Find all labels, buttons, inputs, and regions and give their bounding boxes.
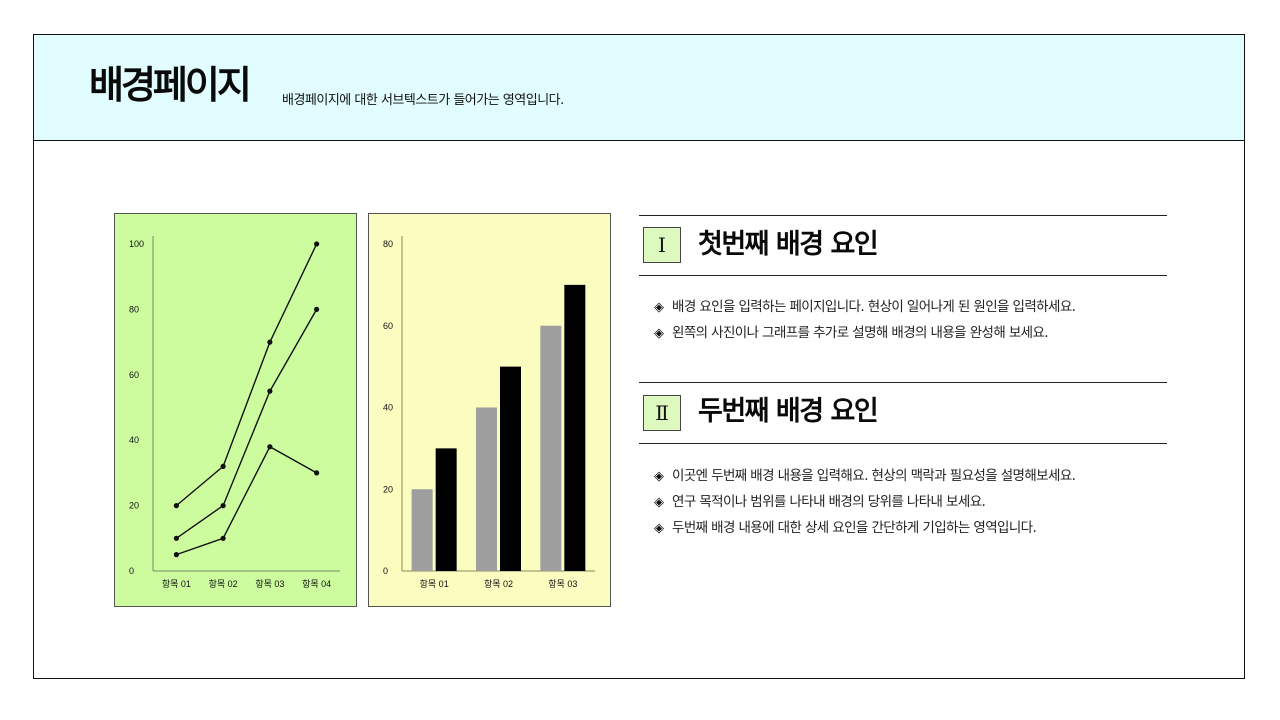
- data-point: [314, 470, 320, 476]
- bar-chart: 0 20 40 60 80 항목 01 항목 02 항목 03: [383, 236, 595, 589]
- data-point: [314, 306, 320, 312]
- data-point: [267, 444, 273, 450]
- y-tick-label: 0: [129, 566, 134, 576]
- section-2-top-rule: [639, 382, 1167, 383]
- page-title: 배경페이지: [89, 63, 252, 107]
- bullet-text: 배경 요인을 입력하는 페이지입니다. 현상이 일어나게 된 원인을 입력하세요…: [672, 299, 1076, 315]
- x-tick-label: 항목 03: [255, 579, 284, 589]
- data-point: [267, 388, 273, 394]
- section-1-top-rule: [639, 215, 1167, 216]
- bar: [540, 325, 562, 571]
- bar-chart-panel: 0 20 40 60 80 항목 01 항목 02 항목 03: [368, 213, 611, 607]
- section-2-number: Ⅱ: [643, 395, 681, 431]
- series-line: [175, 309, 318, 539]
- diamond-bullet-icon: ◈: [654, 469, 664, 484]
- bar: [500, 366, 521, 571]
- y-tick-label: 20: [383, 484, 393, 494]
- slide: 배경페이지 배경페이지에 대한 서브텍스트가 들어가는 영역입니다. 0 20 40…: [33, 34, 1245, 679]
- x-tick-label: 항목 01: [420, 579, 449, 589]
- series-line: [175, 243, 318, 507]
- diamond-bullet-icon: ◈: [654, 521, 664, 536]
- line-chart-panel: 0 20 40 60 80 100 항목 01 항목 02 항목 03 항목 04: [114, 213, 357, 607]
- y-tick-label: 80: [129, 304, 139, 314]
- bullet-text: 연구 목적이나 범위를 나타내 배경의 당위를 나타내 보세요.: [672, 494, 986, 510]
- list-item: ◈ 이곳엔 두번째 배경 내용을 입력해요. 현상의 맥락과 필요성을 설명해보세…: [654, 466, 1076, 492]
- section-1-bottom-rule: [639, 275, 1167, 276]
- diamond-bullet-icon: ◈: [654, 326, 664, 341]
- y-tick-label: 20: [129, 501, 139, 511]
- x-tick-label: 항목 04: [302, 579, 331, 589]
- page-subtitle: 배경페이지에 대한 서브텍스트가 들어가는 영역입니다.: [282, 93, 564, 108]
- bar: [411, 489, 433, 571]
- diamond-bullet-icon: ◈: [654, 300, 664, 315]
- y-tick-label: 100: [129, 239, 144, 249]
- x-tick-label: 항목 02: [209, 579, 238, 589]
- bar: [476, 407, 497, 571]
- section-2-title: 두번째 배경 요인: [698, 396, 879, 427]
- y-tick-label: 60: [383, 321, 393, 331]
- y-tick-label: 0: [383, 566, 388, 576]
- data-point: [220, 463, 226, 469]
- list-item: ◈ 배경 요인을 입력하는 페이지입니다. 현상이 일어나게 된 원인을 입력하세…: [654, 297, 1076, 323]
- bar: [435, 448, 457, 571]
- bullet-text: 두번째 배경 내용에 대한 상세 요인을 간단하게 기입하는 영역입니다.: [672, 520, 1037, 536]
- line-chart: 0 20 40 60 80 100 항목 01 항목 02 항목 03 항목 04: [129, 236, 340, 589]
- data-point: [220, 535, 226, 541]
- bullet-text: 왼쪽의 사진이나 그래프를 추가로 설명해 배경의 내용을 완성해 보세요.: [672, 325, 1049, 341]
- bullet-text: 이곳엔 두번째 배경 내용을 입력해요. 현상의 맥락과 필요성을 설명해보세요…: [672, 468, 1076, 484]
- header: 배경페이지 배경페이지에 대한 서브텍스트가 들어가는 영역입니다.: [34, 35, 1244, 141]
- section-2-bullets: ◈ 이곳엔 두번째 배경 내용을 입력해요. 현상의 맥락과 필요성을 설명해보세…: [654, 466, 1076, 544]
- diamond-bullet-icon: ◈: [654, 495, 664, 510]
- list-item: ◈ 왼쪽의 사진이나 그래프를 추가로 설명해 배경의 내용을 완성해 보세요.: [654, 323, 1075, 349]
- y-tick-label: 40: [129, 435, 139, 445]
- x-tick-label: 항목 02: [484, 579, 513, 589]
- series-line: [176, 445, 317, 556]
- data-point: [314, 241, 320, 247]
- section-1-bullets: ◈ 배경 요인을 입력하는 페이지입니다. 현상이 일어나게 된 원인을 입력하세…: [654, 297, 1076, 349]
- y-tick-label: 80: [383, 239, 393, 249]
- data-point: [173, 552, 179, 558]
- section-1-title: 첫번째 배경 요인: [698, 229, 879, 260]
- data-point: [173, 503, 179, 509]
- bar: [564, 284, 586, 571]
- list-item: ◈ 두번째 배경 내용에 대한 상세 요인을 간단하게 기입하는 영역입니다.: [654, 518, 1075, 544]
- y-tick-label: 60: [129, 370, 139, 380]
- x-tick-label: 항목 01: [162, 579, 191, 589]
- data-point: [220, 503, 226, 509]
- y-tick-label: 40: [383, 403, 393, 413]
- data-point: [267, 339, 273, 345]
- section-2-bottom-rule: [639, 443, 1167, 444]
- list-item: ◈ 연구 목적이나 범위를 나타내 배경의 당위를 나타내 보세요.: [654, 492, 1075, 518]
- data-point: [173, 535, 179, 541]
- section-1-number: Ⅰ: [643, 227, 681, 263]
- x-tick-label: 항목 03: [548, 579, 577, 589]
